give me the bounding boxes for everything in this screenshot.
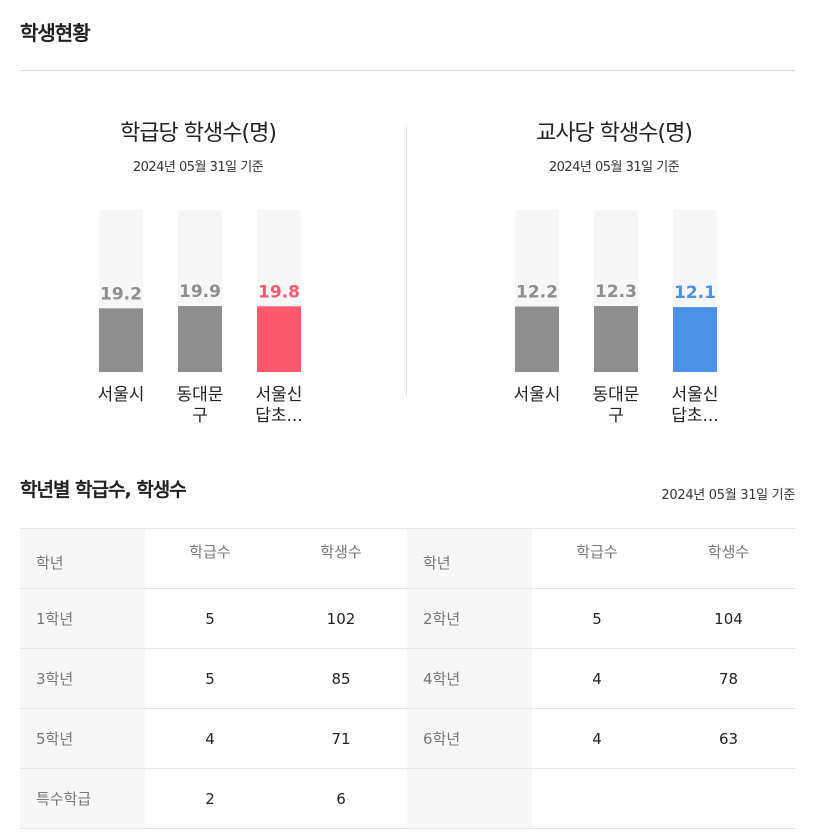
bar-value-label: 19.2 bbox=[100, 284, 142, 304]
bar-value-label: 12.3 bbox=[595, 282, 637, 302]
category-label: 구 bbox=[192, 406, 208, 426]
category-label: 서울신 bbox=[256, 385, 303, 405]
header-students: 학생수 bbox=[275, 528, 407, 589]
grade-cell: 6학년 bbox=[407, 708, 532, 769]
classes-cell: 4 bbox=[532, 648, 662, 709]
grade-cell: 1학년 bbox=[20, 588, 145, 649]
students-cell bbox=[662, 768, 795, 829]
category-label: 구 bbox=[608, 406, 624, 426]
grade-section-date: 2024년 05월 31일 기준 bbox=[661, 488, 795, 503]
students-per-class-chart: 학급당 학생수(명) 2024년 05월 31일 기준 19.2 서울시 19.9 동… bbox=[48, 115, 348, 435]
students-cell: 104 bbox=[662, 588, 795, 649]
bar bbox=[178, 306, 222, 372]
students-per-teacher-chart: 교사당 학생수(명) 2024년 05월 31일 기준 12.2 서울시 12.3 동… bbox=[464, 115, 764, 435]
classes-cell bbox=[532, 768, 662, 829]
header-grade: 학년 bbox=[20, 528, 145, 589]
classes-cell: 4 bbox=[145, 708, 275, 769]
header-classes: 학급수 bbox=[145, 528, 275, 589]
title-divider bbox=[20, 70, 795, 71]
bar-value-label: 12.1 bbox=[674, 283, 716, 303]
classes-cell: 5 bbox=[145, 648, 275, 709]
classes-cell: 5 bbox=[532, 588, 662, 649]
grade-cell: 5학년 bbox=[20, 708, 145, 769]
chart-subtitle: 2024년 05월 31일 기준 bbox=[548, 160, 680, 175]
category-label: 동대문 bbox=[593, 385, 640, 405]
category-label: 서울신 bbox=[672, 385, 719, 405]
bar bbox=[99, 308, 143, 372]
classes-cell: 5 bbox=[145, 588, 275, 649]
category-label: 서울시 bbox=[514, 385, 561, 405]
bar bbox=[594, 306, 638, 372]
grade-cell: 특수학급 bbox=[20, 768, 145, 829]
students-cell: 63 bbox=[662, 708, 795, 769]
bar-value-label: 19.8 bbox=[258, 282, 300, 302]
chart-title: 학급당 학생수(명) bbox=[120, 121, 277, 146]
bar-value-label: 19.9 bbox=[179, 282, 221, 302]
category-label: 답초... bbox=[671, 406, 719, 426]
bar bbox=[515, 306, 559, 372]
header-grade: 학년 bbox=[407, 528, 532, 589]
category-label: 서울시 bbox=[98, 385, 145, 405]
students-cell: 6 bbox=[275, 768, 407, 829]
table-row: 특수학급 2 6 bbox=[20, 768, 795, 829]
chart-subtitle: 2024년 05월 31일 기준 bbox=[132, 160, 264, 175]
students-cell: 85 bbox=[275, 648, 407, 709]
bar bbox=[257, 306, 301, 372]
table-header-row: 학년 학급수 학생수 학년 학급수 학생수 bbox=[20, 528, 795, 589]
header-classes: 학급수 bbox=[532, 528, 662, 589]
chart-divider bbox=[406, 127, 407, 395]
students-cell: 78 bbox=[662, 648, 795, 709]
classes-cell: 2 bbox=[145, 768, 275, 829]
bar bbox=[673, 307, 717, 372]
grade-table: 학년 학급수 학생수 학년 학급수 학생수 1학년 5 102 2학년 5 10… bbox=[20, 528, 795, 829]
grade-section-title: 학년별 학급수, 학생수 bbox=[20, 479, 187, 501]
chart-title: 교사당 학생수(명) bbox=[536, 121, 693, 146]
category-label: 답초... bbox=[255, 406, 303, 426]
table-row: 3학년 5 85 4학년 4 78 bbox=[20, 648, 795, 709]
grade-cell: 4학년 bbox=[407, 648, 532, 709]
grade-cell: 2학년 bbox=[407, 588, 532, 649]
grade-cell: 3학년 bbox=[20, 648, 145, 709]
students-cell: 71 bbox=[275, 708, 407, 769]
table-row: 1학년 5 102 2학년 5 104 bbox=[20, 588, 795, 649]
classes-cell: 4 bbox=[532, 708, 662, 769]
table-row: 5학년 4 71 6학년 4 63 bbox=[20, 708, 795, 769]
category-label: 동대문 bbox=[177, 385, 224, 405]
grade-cell bbox=[407, 768, 532, 829]
bar-value-label: 12.2 bbox=[516, 283, 558, 303]
students-cell: 102 bbox=[275, 588, 407, 649]
header-students: 학생수 bbox=[662, 528, 795, 589]
page-title: 학생현황 bbox=[20, 21, 91, 45]
